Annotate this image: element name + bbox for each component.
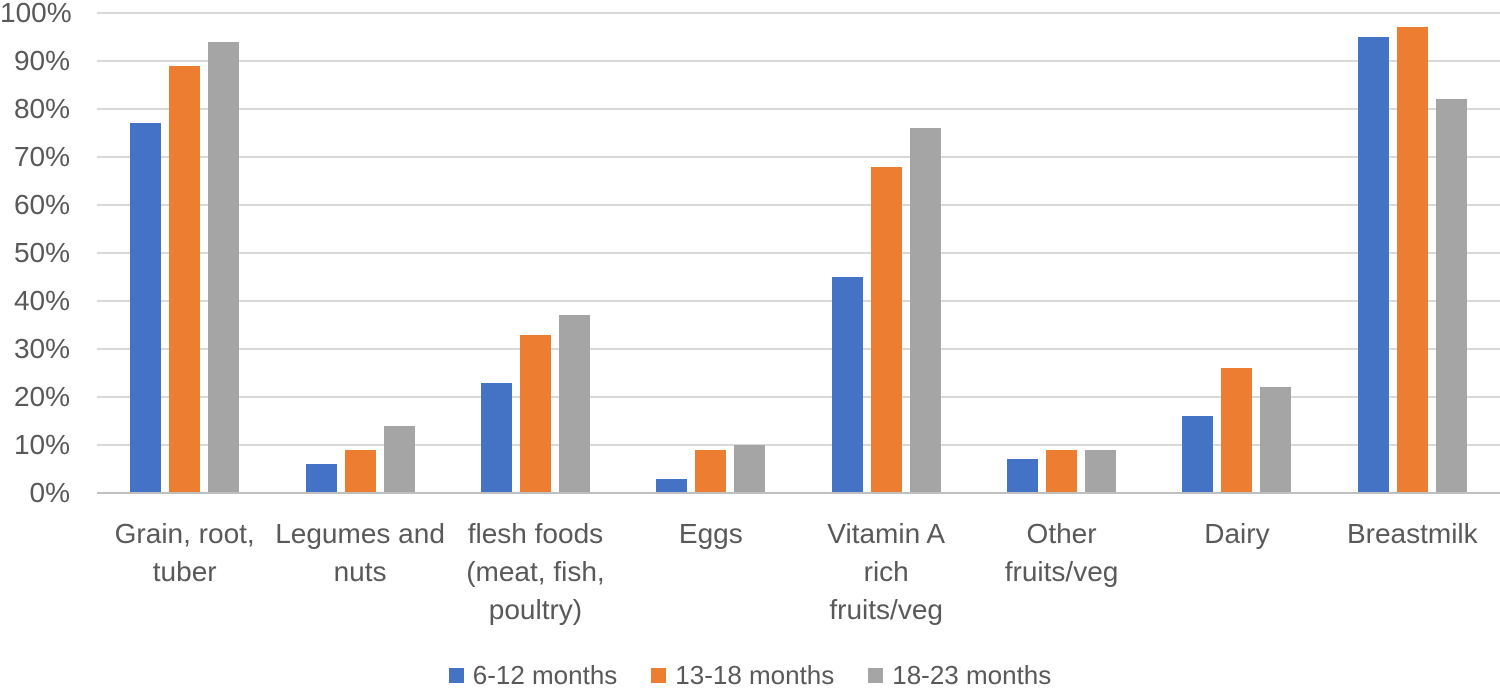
- bar: [1046, 449, 1078, 493]
- bar: [130, 123, 162, 493]
- y-tick-label: 100%: [0, 0, 72, 28]
- y-tick-label: 50%: [13, 237, 70, 268]
- legend-item: 6-12 months: [448, 659, 618, 691]
- legend-item: 13-18 months: [651, 660, 834, 691]
- x-category-label: Dairy: [1204, 518, 1270, 549]
- x-category-label: Grain, root, tuber: [114, 518, 255, 587]
- gridline: [97, 156, 1500, 158]
- legend-label: 6-12 months: [472, 659, 618, 690]
- bar-group: [272, 13, 447, 493]
- bar: [1396, 27, 1428, 493]
- legend-swatch-icon: [448, 667, 464, 683]
- y-tick-label: 90%: [13, 45, 70, 76]
- x-category-label: Other fruits/veg: [1004, 518, 1119, 587]
- x-category-label: Legumes and nuts: [275, 518, 445, 587]
- y-tick-label: 0%: [29, 477, 70, 508]
- gridline: [97, 444, 1500, 446]
- x-axis-line: [97, 492, 1500, 494]
- bar: [695, 449, 727, 493]
- bar-group: [623, 13, 798, 493]
- legend-item: 18-23 months: [868, 660, 1051, 691]
- bar: [208, 41, 240, 493]
- bar: [558, 315, 590, 493]
- bar: [1007, 459, 1039, 493]
- gridline: [97, 204, 1500, 206]
- legend-swatch-icon: [651, 667, 667, 683]
- gridline: [97, 300, 1500, 302]
- gridline: [97, 108, 1500, 110]
- x-category-label: Breastmilk: [1346, 518, 1478, 549]
- gridline: [97, 252, 1500, 254]
- legend-label: 13-18 months: [675, 659, 835, 690]
- bar: [480, 382, 512, 493]
- y-tick-label: 10%: [13, 429, 70, 460]
- y-tick-label: 30%: [13, 333, 70, 364]
- plot-area: [97, 12, 1500, 494]
- bar: [1085, 449, 1117, 493]
- bar: [519, 334, 551, 493]
- bar: [1260, 387, 1292, 493]
- bar-group: [1149, 13, 1324, 493]
- bar: [1182, 416, 1214, 493]
- bar: [383, 425, 415, 493]
- bar: [344, 449, 376, 493]
- bar: [169, 65, 201, 493]
- legend-label: 18-23 months: [892, 659, 1052, 690]
- bar: [734, 445, 766, 493]
- bar: [1357, 37, 1389, 493]
- bar-group: [448, 13, 623, 493]
- y-tick-label: 80%: [13, 93, 70, 124]
- bar: [909, 128, 941, 493]
- legend: 6-12 months 13-18 months 18-23 months: [0, 660, 1500, 690]
- x-category-label: flesh foods (meat, fish, poultry): [466, 518, 605, 625]
- gridline: [97, 60, 1500, 62]
- y-tick-label: 70%: [13, 141, 70, 172]
- bar-group: [97, 13, 272, 493]
- gridline: [97, 348, 1500, 350]
- gridline: [97, 396, 1500, 398]
- bar-group: [799, 13, 974, 493]
- bar: [831, 277, 863, 493]
- gridline: [97, 12, 1500, 14]
- y-tick-label: 20%: [13, 381, 70, 412]
- bar: [656, 478, 688, 493]
- legend-swatch-icon: [868, 667, 884, 683]
- bar: [305, 464, 337, 493]
- y-tick-label: 40%: [13, 285, 70, 316]
- bar-group: [974, 13, 1149, 493]
- bar: [1435, 99, 1467, 493]
- bar: [1221, 368, 1253, 493]
- bar-group: [1325, 13, 1500, 493]
- x-category-label: Eggs: [678, 518, 743, 549]
- bar: [870, 166, 902, 493]
- y-tick-label: 60%: [13, 189, 70, 220]
